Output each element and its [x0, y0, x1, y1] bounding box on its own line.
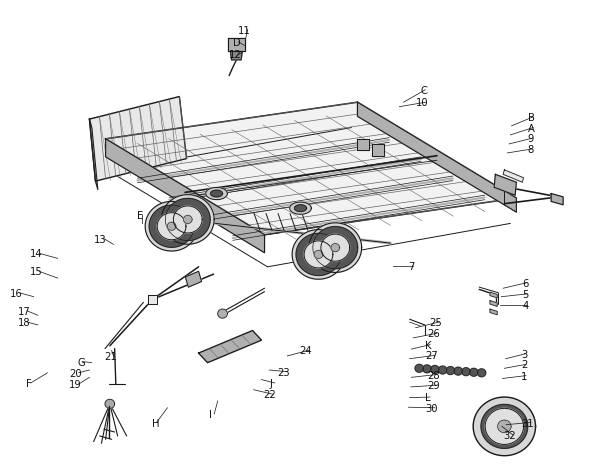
Polygon shape — [228, 38, 245, 51]
Polygon shape — [206, 188, 227, 199]
Polygon shape — [304, 241, 333, 268]
Polygon shape — [490, 309, 497, 315]
Polygon shape — [292, 229, 345, 279]
Polygon shape — [198, 331, 261, 363]
Polygon shape — [415, 364, 424, 372]
Text: 26: 26 — [427, 330, 440, 340]
Polygon shape — [294, 205, 307, 211]
Text: A: A — [528, 124, 535, 133]
Polygon shape — [145, 201, 198, 251]
Polygon shape — [149, 205, 194, 247]
Polygon shape — [462, 368, 470, 376]
Text: L: L — [426, 393, 431, 403]
Text: 30: 30 — [426, 404, 438, 414]
Polygon shape — [454, 367, 462, 375]
Text: 19: 19 — [69, 380, 82, 390]
Polygon shape — [210, 190, 222, 197]
Text: 28: 28 — [427, 370, 440, 380]
Polygon shape — [490, 301, 497, 306]
Text: 7: 7 — [409, 262, 415, 272]
Text: 23: 23 — [278, 368, 290, 378]
Text: 22: 22 — [263, 390, 276, 400]
Text: 16: 16 — [10, 289, 22, 299]
Polygon shape — [481, 404, 528, 448]
Polygon shape — [165, 199, 210, 240]
Polygon shape — [358, 102, 516, 212]
Polygon shape — [321, 234, 350, 261]
Polygon shape — [162, 195, 214, 244]
Text: 27: 27 — [426, 352, 438, 361]
Polygon shape — [494, 174, 516, 195]
Polygon shape — [106, 102, 516, 235]
Text: 20: 20 — [69, 369, 82, 379]
Text: 8: 8 — [527, 145, 534, 155]
Polygon shape — [423, 365, 431, 373]
Polygon shape — [105, 399, 115, 408]
Polygon shape — [485, 408, 523, 445]
Text: 9: 9 — [527, 134, 534, 144]
Text: 12: 12 — [229, 50, 242, 60]
Text: J: J — [270, 379, 273, 389]
Polygon shape — [183, 215, 192, 224]
Text: 10: 10 — [416, 98, 429, 108]
Text: K: K — [426, 341, 432, 351]
Polygon shape — [313, 227, 358, 269]
Polygon shape — [431, 365, 439, 373]
Text: 1: 1 — [521, 372, 528, 382]
Text: B: B — [528, 113, 535, 123]
Text: 2: 2 — [521, 361, 528, 370]
Polygon shape — [314, 250, 323, 258]
Polygon shape — [503, 170, 523, 182]
Text: 15: 15 — [29, 267, 42, 277]
Polygon shape — [174, 206, 202, 233]
Polygon shape — [218, 309, 227, 318]
Text: 29: 29 — [427, 381, 440, 391]
Text: 5: 5 — [522, 290, 529, 300]
Polygon shape — [438, 366, 447, 374]
Polygon shape — [290, 202, 311, 214]
Text: H: H — [152, 418, 159, 428]
Polygon shape — [167, 222, 176, 230]
Text: 11: 11 — [238, 26, 251, 36]
Polygon shape — [490, 292, 497, 298]
Text: 21: 21 — [104, 352, 117, 362]
Polygon shape — [477, 369, 486, 377]
Text: G: G — [78, 358, 85, 368]
Polygon shape — [551, 193, 563, 205]
Polygon shape — [157, 213, 186, 240]
Text: E: E — [137, 211, 143, 221]
Polygon shape — [230, 51, 242, 60]
Polygon shape — [373, 144, 385, 156]
Text: 31: 31 — [521, 418, 534, 428]
Text: 17: 17 — [17, 307, 30, 317]
Polygon shape — [296, 233, 341, 276]
Text: D: D — [233, 38, 241, 48]
Polygon shape — [331, 244, 340, 252]
Polygon shape — [90, 96, 186, 181]
Text: 32: 32 — [503, 431, 516, 441]
Text: C: C — [421, 86, 427, 96]
Polygon shape — [446, 367, 454, 374]
Polygon shape — [358, 139, 370, 150]
Polygon shape — [469, 368, 478, 376]
Polygon shape — [309, 223, 362, 273]
Polygon shape — [473, 397, 535, 456]
Text: I: I — [209, 410, 212, 420]
Text: 18: 18 — [17, 318, 30, 328]
Polygon shape — [498, 420, 511, 433]
Polygon shape — [185, 271, 201, 287]
Text: 13: 13 — [94, 235, 107, 245]
Text: F: F — [26, 379, 32, 389]
Text: 4: 4 — [522, 301, 529, 311]
Text: 14: 14 — [29, 249, 42, 259]
Polygon shape — [148, 295, 157, 304]
Polygon shape — [106, 139, 264, 253]
Text: 25: 25 — [430, 318, 442, 328]
Text: 6: 6 — [522, 279, 529, 289]
Polygon shape — [90, 119, 98, 190]
Text: 3: 3 — [521, 350, 528, 360]
Text: 24: 24 — [299, 346, 312, 356]
